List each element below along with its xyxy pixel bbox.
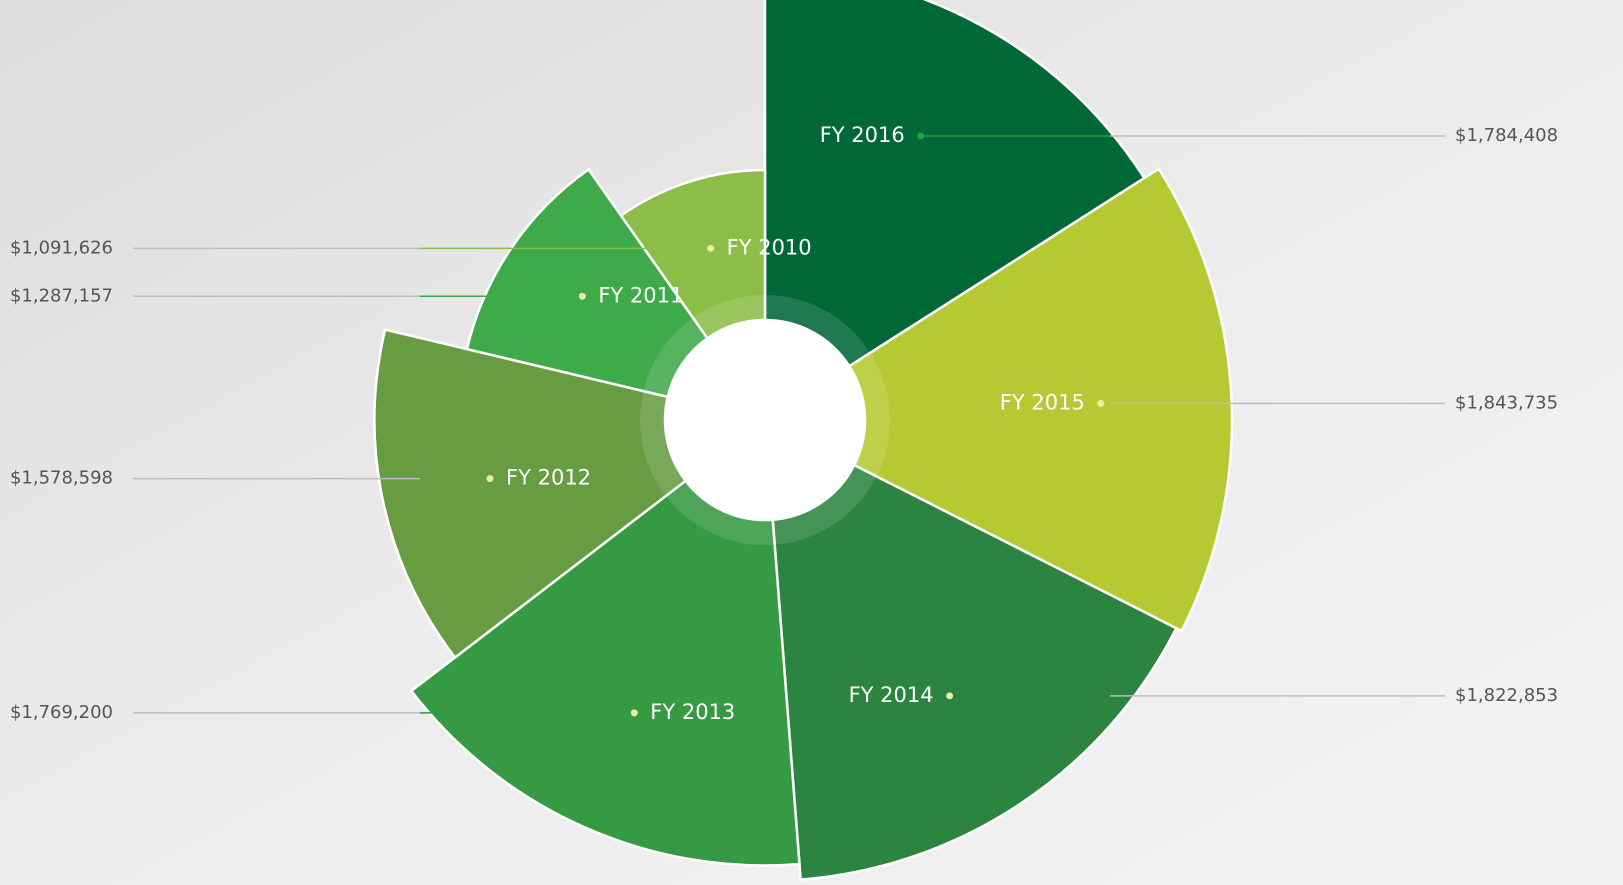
label-dot	[1097, 400, 1104, 407]
value-label: $1,578,598	[10, 468, 113, 489]
label-dot	[487, 475, 494, 482]
center-hole	[665, 320, 865, 520]
value-label: $1,769,200	[10, 702, 113, 723]
category-label: FY 2011	[598, 283, 683, 307]
category-label: FY 2016	[820, 123, 905, 147]
value-label: $1,822,853	[1455, 685, 1558, 706]
chart: $1,784,408 FY 2016 $1,843,735 FY 2015 $1,822…	[0, 0, 1623, 885]
value-label: $1,091,626	[10, 237, 113, 258]
label-dot	[946, 692, 953, 699]
category-label: FY 2010	[727, 235, 812, 259]
category-label: FY 2012	[506, 466, 591, 490]
category-label: FY 2015	[1000, 390, 1085, 414]
label-dot	[707, 245, 714, 252]
category-label: FY 2013	[650, 700, 735, 724]
page: $1,784,408 FY 2016 $1,843,735 FY 2015 $1,822…	[0, 0, 1623, 885]
value-label: $1,843,735	[1455, 392, 1558, 413]
value-label: $1,784,408	[1455, 125, 1558, 146]
label-dot	[631, 709, 638, 716]
category-label: FY 2014	[849, 683, 934, 707]
value-label: $1,287,157	[10, 285, 113, 306]
label-dot	[579, 293, 586, 300]
label-dot	[917, 132, 924, 139]
